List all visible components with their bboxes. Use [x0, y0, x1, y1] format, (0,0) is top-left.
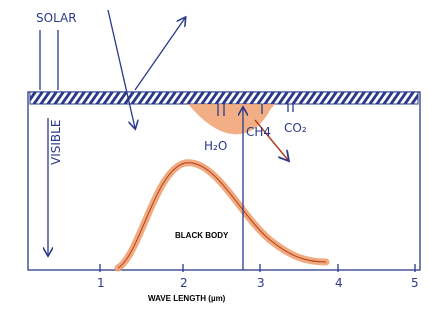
tick-label: 2 [180, 276, 188, 290]
axis-title: WAVE LENGTH (µm) [148, 294, 226, 303]
co2-label: CO₂ [284, 121, 307, 135]
tick-label: 3 [257, 276, 265, 290]
diagram: SOLAR VISIBLE H₂O CH4 CO₂ BLACK BODY WAV… [0, 0, 429, 309]
solar-label: SOLAR [36, 11, 77, 25]
tick-label: 4 [335, 276, 343, 290]
tick-label: 1 [97, 276, 105, 290]
visible-label: VISIBLE [49, 120, 63, 165]
page: SOLAR VISIBLE H₂O CH4 CO₂ BLACK BODY WAV… [0, 0, 429, 309]
ch4-label: CH4 [246, 125, 271, 139]
black-body-label: BLACK BODY [175, 231, 229, 240]
tick-label: 5 [411, 276, 419, 290]
background [0, 0, 429, 309]
h2o-label: H₂O [204, 139, 227, 153]
atmosphere-band [30, 92, 418, 104]
